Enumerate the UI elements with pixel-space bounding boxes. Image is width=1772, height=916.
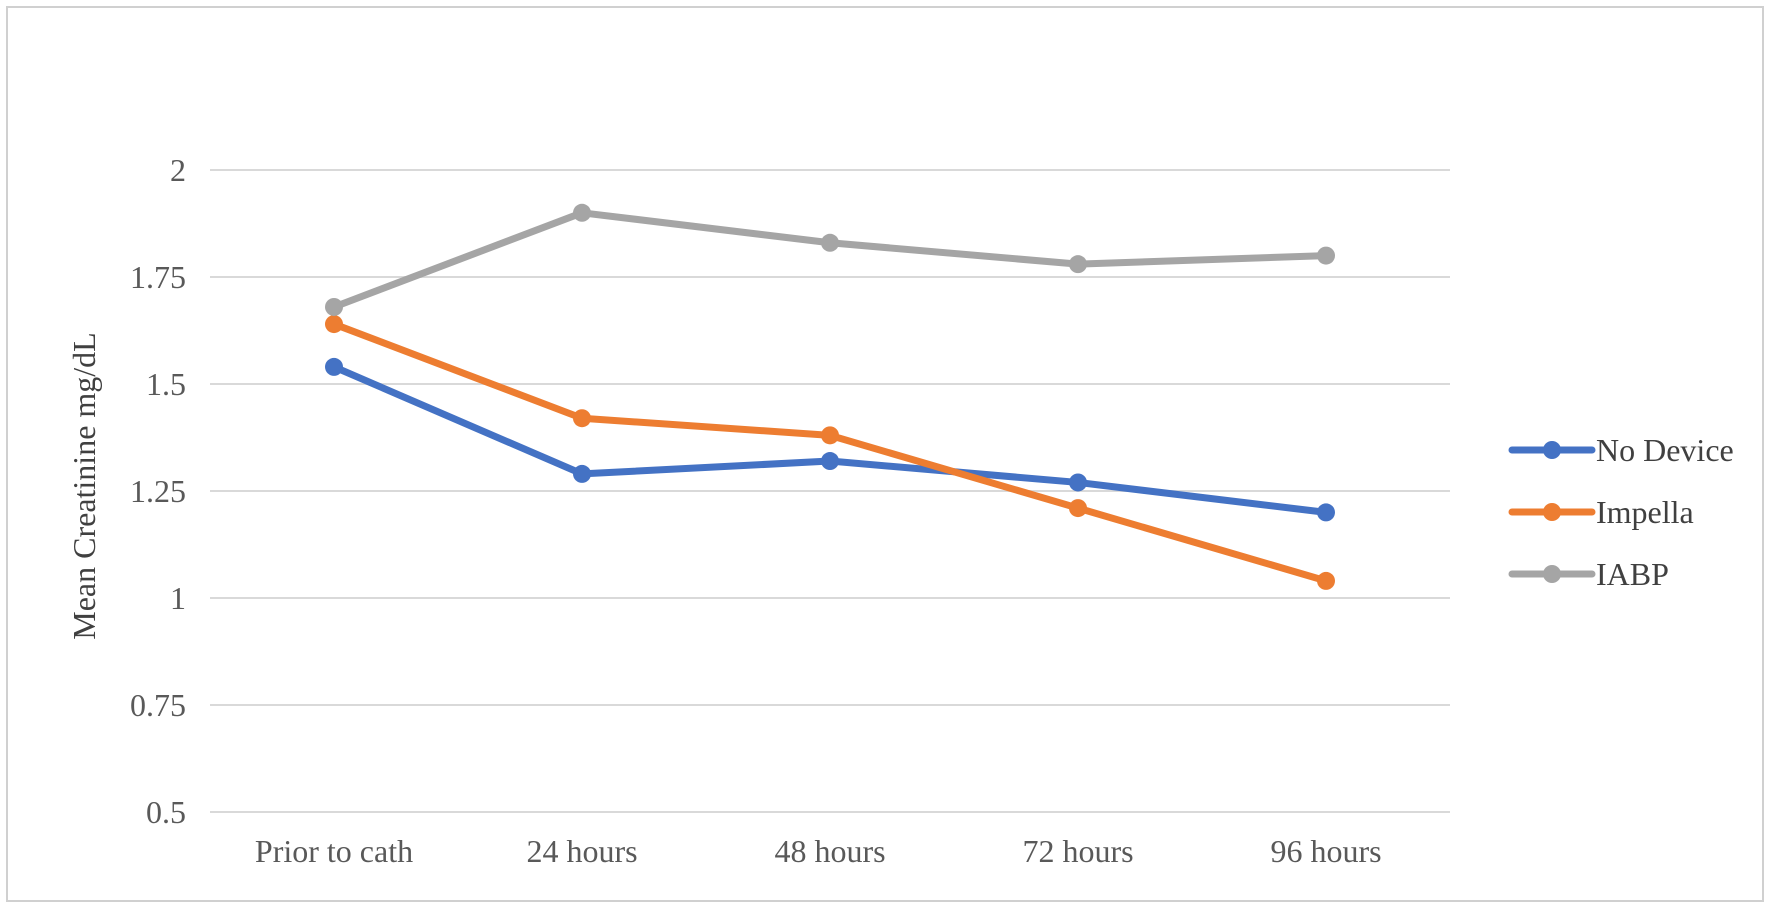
series-group (325, 203, 1335, 590)
data-point[interactable] (325, 357, 343, 376)
data-point[interactable] (573, 409, 591, 428)
legend[interactable]: No Device Impella IABP (1508, 432, 1734, 592)
legend-item[interactable]: IABP (1508, 556, 1669, 592)
data-point[interactable] (1317, 503, 1335, 522)
data-point[interactable] (325, 297, 343, 316)
data-point[interactable] (1069, 499, 1087, 518)
y-tick-label: 2 (170, 152, 186, 188)
y-axis-ticks: 0.5 0.75 1 1.25 1.5 1.75 2 (130, 152, 186, 830)
series-line (330, 209, 1330, 311)
data-point[interactable] (573, 203, 591, 222)
series-iabp (325, 203, 1335, 316)
legend-label: IABP (1596, 556, 1669, 592)
x-tick-label: 72 hours (1022, 833, 1133, 869)
legend-item[interactable]: No Device (1508, 432, 1734, 468)
x-axis-ticks: Prior to cath 24 hours 48 hours 72 hours 96 … (255, 833, 1382, 869)
data-point[interactable] (1317, 246, 1335, 265)
legend-swatch-marker (1543, 565, 1561, 583)
x-tick-label: 24 hours (526, 833, 637, 869)
x-tick-label: Prior to cath (255, 833, 413, 869)
data-point[interactable] (821, 233, 839, 252)
data-point[interactable] (1069, 255, 1087, 274)
legend-swatch-marker (1543, 503, 1561, 521)
x-tick-label: 48 hours (774, 833, 885, 869)
data-point[interactable] (573, 464, 591, 483)
y-tick-label: 1.5 (146, 366, 186, 402)
legend-label: No Device (1596, 432, 1734, 468)
legend-swatch-marker (1543, 441, 1561, 459)
data-point[interactable] (821, 452, 839, 471)
gridlines (210, 169, 1450, 813)
data-point[interactable] (821, 426, 839, 445)
series-no-device (325, 357, 1335, 522)
y-tick-label: 0.75 (130, 687, 186, 723)
data-point[interactable] (1317, 571, 1335, 590)
legend-item[interactable]: Impella (1508, 494, 1694, 530)
y-tick-label: 1.75 (130, 259, 186, 295)
x-tick-label: 96 hours (1270, 833, 1381, 869)
y-tick-label: 1.25 (130, 473, 186, 509)
y-tick-label: 0.5 (146, 794, 186, 830)
y-axis-title: Mean Creatinine mg/dL (66, 332, 102, 639)
data-point[interactable] (1069, 473, 1087, 492)
y-tick-label: 1 (170, 580, 186, 616)
legend-label: Impella (1596, 494, 1694, 530)
data-point[interactable] (325, 315, 343, 334)
series-impella (325, 315, 1335, 590)
